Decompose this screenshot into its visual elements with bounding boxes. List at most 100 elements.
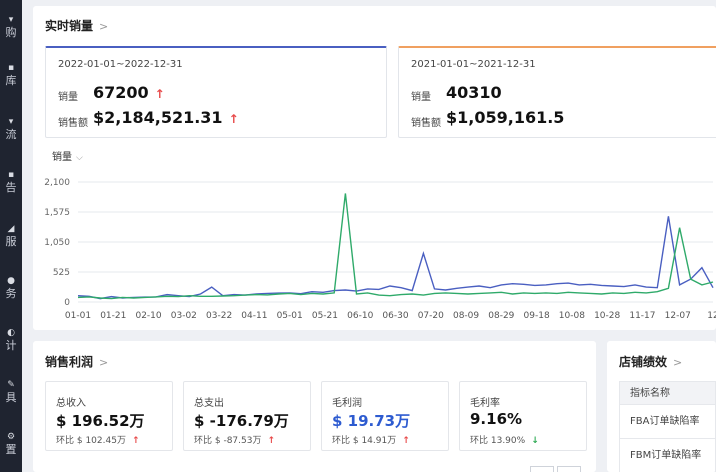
sidebar-item-purchase[interactable]: ▾ 购	[5, 15, 17, 39]
shop-performance-title[interactable]: 店铺绩效 >	[619, 353, 682, 370]
y-tick-label: 1,050	[44, 238, 70, 248]
x-tick-label: 10-28	[594, 311, 620, 321]
kpi-label: 毛利润	[332, 398, 362, 409]
x-tick-label: 09-18	[524, 311, 550, 321]
period-box-previous: 2021-01-01~2021-12-31 销量 40310 销售额 $1,05…	[398, 46, 716, 138]
x-tick-label: 07-20	[418, 311, 444, 321]
arrow-up-icon: ↑	[154, 87, 165, 101]
x-tick-label: 12	[707, 311, 716, 321]
kpi-compare-text: 环比 13.90%	[470, 436, 526, 446]
metric-select-value: 销量	[52, 152, 72, 163]
y-tick-label: 525	[53, 268, 70, 278]
kpi-compare: 环比 $ 102.45万 ↑	[56, 433, 140, 446]
x-tick-label: 12-07	[665, 311, 691, 321]
x-tick-label: 03-02	[171, 311, 197, 321]
kpi-value: $ 19.73万	[332, 412, 411, 430]
megaphone-icon: ▪	[7, 170, 15, 180]
chart-icon: ◐	[7, 328, 15, 338]
kpi-compare: 环比 $ -87.53万 ↑	[194, 433, 275, 446]
x-tick-label: 08-09	[453, 311, 479, 321]
metric-select-dropdown[interactable]: 销量 ⌵	[52, 148, 83, 163]
realtime-sales-card: 实时销量 > 2022-01-01~2022-12-31 销量 67200 ↑ 销售…	[33, 6, 716, 330]
arrow-up-icon: ↑	[131, 436, 140, 446]
x-tick-label: 05-21	[312, 311, 338, 321]
arrow-down-icon: ↓	[531, 436, 539, 446]
sales-profit-title-text: 销售利润	[45, 355, 94, 369]
table-row[interactable]: FBM订单缺陷率	[619, 439, 716, 472]
chevron-right-icon: >	[99, 356, 109, 369]
y-tick-label: 1,575	[44, 208, 70, 218]
x-tick-label: 03-22	[206, 311, 232, 321]
kpi-total-expense: 总支出 $ -176.79万 环比 $ -87.53万 ↑	[183, 381, 311, 451]
truck-icon: ▾	[8, 117, 14, 127]
table-row[interactable]: FBA订单缺陷率	[619, 405, 716, 439]
amount-value: $2,184,521.31 ↑	[93, 108, 239, 127]
shop-table-header: 指标名称	[619, 381, 716, 405]
sidebar-item-settings[interactable]: ⚙ 置	[5, 432, 17, 456]
x-tick-label: 02-10	[135, 311, 161, 321]
kpi-compare-text: 环比 $ 102.45万	[56, 436, 126, 446]
kpi-gross-profit: 毛利润 $ 19.73万 环比 $ 14.91万 ↑	[321, 381, 449, 451]
kpi-value: 9.16%	[470, 410, 523, 428]
chevron-right-icon: >	[99, 20, 109, 33]
realtime-sales-title[interactable]: 实时销量 >	[45, 17, 108, 34]
tool-icon: ✎	[7, 380, 15, 390]
x-tick-label: 01-21	[100, 311, 126, 321]
kpi-compare: 环比 13.90% ↓	[470, 433, 539, 446]
amount-value: $1,059,161.5	[446, 108, 565, 127]
sidebar-item-stats[interactable]: ◐ 计	[5, 328, 17, 352]
qty-label: 销量	[411, 92, 431, 103]
chevron-right-icon: >	[673, 356, 683, 369]
arrow-up-icon: ↑	[402, 436, 410, 446]
pager-next-button[interactable]	[557, 466, 581, 472]
x-tick-label: 01-01	[65, 311, 91, 321]
period-range: 2022-01-01~2022-12-31	[58, 59, 183, 70]
sidebar-item-finance[interactable]: ● 务	[5, 276, 17, 300]
arrow-up-icon: ↑	[267, 436, 276, 446]
kpi-gross-margin: 毛利率 9.16% 环比 13.90% ↓	[459, 381, 587, 451]
x-tick-label: 06-10	[347, 311, 373, 321]
cart-icon: ▾	[8, 15, 14, 25]
realtime-sales-title-text: 实时销量	[45, 19, 94, 33]
kpi-label: 毛利率	[470, 398, 500, 409]
sales-profit-title[interactable]: 销售利润 >	[45, 353, 108, 370]
kpi-label: 总收入	[56, 398, 86, 409]
gear-icon: ⚙	[6, 432, 16, 442]
kpi-value: $ 196.52万	[56, 412, 145, 430]
box-icon: ▪	[7, 63, 15, 73]
kpi-compare: 环比 $ 14.91万 ↑	[332, 433, 410, 446]
qty-value: 40310	[446, 83, 502, 102]
series-line-0	[77, 216, 714, 300]
qty-value-text: 67200	[93, 83, 149, 102]
chevron-down-icon: ⌵	[76, 153, 83, 163]
x-tick-label: 08-29	[488, 311, 514, 321]
kpi-label: 总支出	[194, 398, 224, 409]
x-tick-label: 10-08	[559, 311, 585, 321]
sidebar-item-logistics[interactable]: ▾ 流	[5, 117, 17, 141]
left-nav-sidebar: ▾ 购 ▪ 库 ▾ 流 ▪ 告 ◢ 服 ● 务 ◐ 计 ✎ 具 ⚙ 置	[0, 0, 22, 472]
amount-label: 销售额	[411, 118, 441, 129]
sidebar-item-service[interactable]: ◢ 服	[5, 224, 17, 248]
pager-prev-button[interactable]	[530, 466, 554, 472]
x-tick-label: 05-01	[277, 311, 303, 321]
sidebar-item-inventory[interactable]: ▪ 库	[5, 63, 17, 87]
shop-performance-title-text: 店铺绩效	[619, 355, 668, 369]
x-tick-label: 11-17	[629, 311, 655, 321]
sidebar-item-tools[interactable]: ✎ 具	[5, 380, 17, 404]
period-box-current: 2022-01-01~2022-12-31 销量 67200 ↑ 销售额 $2,1…	[45, 46, 387, 138]
sales-line-chart: 2,100 1,575 1,050 525 0 01-01 01-21 02-10 03-02 0…	[44, 178, 716, 321]
qty-label: 销量	[58, 92, 78, 103]
y-tick-label: 2,100	[44, 178, 70, 188]
y-tick-label: 0	[64, 298, 70, 308]
headset-icon: ◢	[7, 224, 15, 234]
kpi-total-income: 总收入 $ 196.52万 环比 $ 102.45万 ↑	[45, 381, 173, 451]
amount-value-text: $2,184,521.31	[93, 108, 223, 127]
series-line-1	[77, 193, 714, 300]
sidebar-item-ads[interactable]: ▪ 告	[5, 170, 17, 194]
amount-label: 销售额	[58, 118, 88, 129]
kpi-value: $ -176.79万	[194, 412, 289, 430]
arrow-up-icon: ↑	[228, 112, 239, 126]
finance-icon: ●	[7, 276, 15, 286]
kpi-compare-text: 环比 $ -87.53万	[194, 436, 262, 446]
x-tick-label: 06-30	[382, 311, 408, 321]
